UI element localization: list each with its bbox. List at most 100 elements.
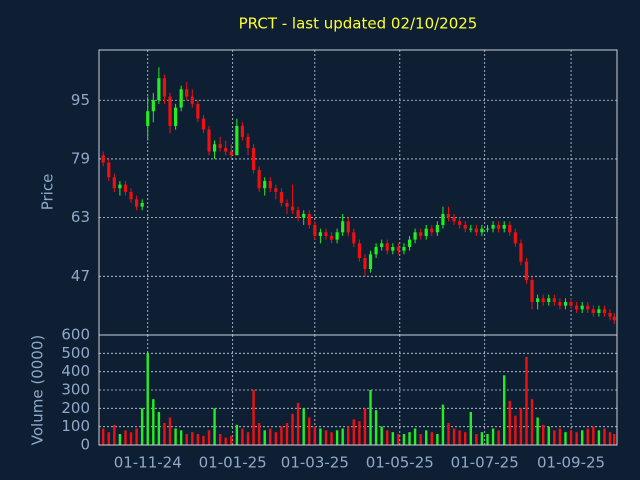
volume-bar [246,432,250,445]
candle-body [235,125,239,156]
volume-frame [98,334,618,446]
candle-body [474,228,478,233]
volume-bar [514,415,517,445]
volume-bar [213,408,216,445]
volume-tick-label: 300 [61,381,90,399]
volume-bar [168,417,172,445]
volume-bar [441,404,445,445]
volume-bar [558,428,562,445]
volume-tick-label: 0 [80,436,90,454]
candle-body [101,155,105,163]
candle-body [123,184,128,192]
volume-bar [308,417,311,445]
candle-body [580,305,584,310]
volume-bar [380,426,383,445]
volume-bar [564,432,567,445]
volume-bar [124,430,127,445]
candle-body [346,221,350,233]
candle-body [368,254,373,269]
candle-body [257,169,261,189]
candle-body [502,224,506,229]
candle-body [296,210,300,218]
candle-body [352,232,356,244]
volume-bar [386,430,389,445]
volume-bar [296,402,300,445]
candle-body [513,232,517,244]
candle-body [413,232,417,240]
volume-bar [191,432,194,445]
volume-bar [230,435,233,445]
volume-bar [363,408,367,445]
candle-body [212,144,217,152]
candle-body [146,111,150,126]
volume-bar [152,399,155,445]
y-axis-label: Price [39,174,57,211]
volume-bar [280,426,283,445]
volume-bar [469,412,472,445]
x-tick-label: 01-05-25 [366,454,434,472]
volume-bar [447,423,450,445]
candle-body [162,78,167,97]
candle-body [385,243,389,251]
volume-bar [146,353,149,445]
candle-body [552,298,556,302]
volume-bar [397,434,400,445]
volume-bar [202,435,205,445]
volume-bar [541,424,545,445]
volume-bar [241,428,244,445]
candle-body [435,224,439,233]
y-tick-label: 95 [71,91,90,109]
volume-bar [580,430,584,445]
candle-body [335,232,339,240]
candle-body [168,96,172,126]
volume-bar [224,437,227,445]
volume-bar [374,410,378,445]
volume-bar [553,430,556,445]
volume-bar [207,430,211,445]
volume-bar [324,430,328,445]
volume-bar [464,432,467,445]
y-tick-label: 63 [71,208,90,226]
volume-bar [352,419,356,445]
volume-bar [196,434,200,445]
volume-tick-label: 600 [61,326,90,344]
x-tick-label: 01-01-25 [199,454,267,472]
candle-body [357,243,361,258]
volume-bar [480,432,484,445]
volume-bar [335,430,339,445]
candle-body [519,243,523,262]
volume-bar [101,428,105,445]
volume-bar [419,434,422,445]
volume-bar [408,432,411,445]
volume-bar [402,434,406,445]
volume-bar [330,432,333,445]
candle-body [407,239,412,247]
volume-bar [592,426,595,445]
candle-body [302,213,306,218]
volume-bar [257,423,261,445]
candle-body [430,228,434,233]
candle-body [224,147,228,152]
candle-body [107,162,111,178]
volume-bar [252,390,255,445]
candle-body [324,232,328,236]
volume-bar [413,428,417,445]
candle-body [129,191,133,200]
candle-body [446,213,451,218]
volume-bar [313,426,317,445]
volume-tick-label: 400 [61,362,90,380]
candle-body [268,180,272,189]
candle-body [547,298,551,302]
volume-bar [358,421,361,445]
volume-bar [603,428,606,445]
volume-bar [530,399,534,445]
candle-body [185,89,189,97]
candle-body [463,224,467,229]
candle-body [541,298,545,302]
candle-body [485,228,490,230]
volume-bar [486,434,489,445]
volume-bar [174,428,177,445]
candle-body [240,125,245,137]
candle-body [313,224,317,236]
